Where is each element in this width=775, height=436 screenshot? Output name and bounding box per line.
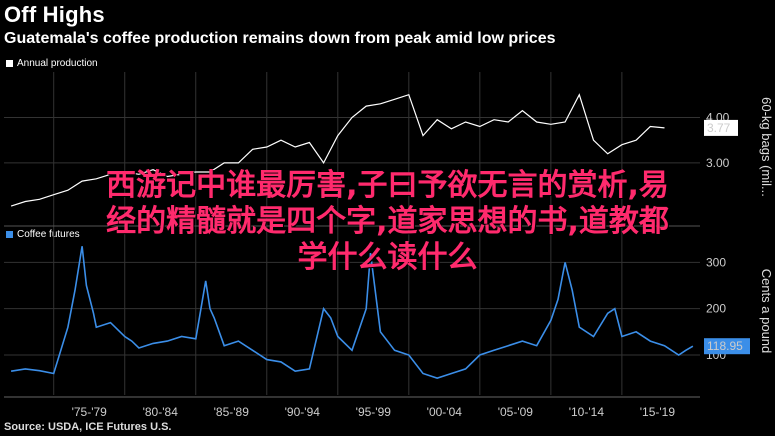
futures-last-value-label: 118.95 — [707, 339, 743, 353]
overlay-text-line-3: 学什么读什么 — [297, 240, 478, 275]
futures-axis-label: Cents a pound — [759, 269, 774, 354]
x-tick-label: '85-'89 — [214, 405, 250, 419]
source-note: Source: USDA, ICE Futures U.S. — [4, 421, 172, 433]
futures-y-tick-label: 200 — [706, 302, 726, 316]
x-tick-label: '80-'84 — [143, 405, 179, 419]
x-tick-label: '90-'94 — [285, 405, 321, 419]
legend-production: Annual production — [6, 58, 98, 69]
futures-y-tick-label: 300 — [706, 255, 726, 269]
x-tick-label: '15-'19 — [640, 405, 676, 419]
futures-series-line — [10, 246, 694, 379]
x-tick-label: '75-'79 — [72, 405, 108, 419]
production-last-value-label: 3.77 — [707, 121, 731, 135]
legend-futures: Coffee futures — [6, 229, 80, 240]
legend-production-swatch — [6, 60, 13, 67]
legend-futures-swatch — [6, 231, 13, 238]
x-tick-label: '00-'04 — [427, 405, 463, 419]
overlay-text-line-1: 西游记中谁最厉害,子曰予欲无言的赏析,易 — [106, 168, 669, 203]
production-y-tick-label: 3.00 — [706, 156, 730, 170]
chart-subtitle: Guatemala's coffee production remains do… — [4, 30, 556, 47]
production-series-line — [10, 93, 665, 207]
x-tick-label: '10-'14 — [569, 405, 605, 419]
production-last-value-badge — [704, 119, 738, 136]
x-tick-label: '05-'09 — [498, 405, 534, 419]
legend-production-label: Annual production — [17, 58, 98, 69]
futures-last-value-badge — [704, 338, 750, 355]
overlay-text-line-2: 经的精髓就是四个字,道家思想的书,道教都 — [106, 204, 669, 239]
x-tick-label: '95-'99 — [356, 405, 392, 419]
production-axis-label: 60-kg bags (mil... — [759, 97, 774, 197]
chart-title: Off Highs — [4, 2, 105, 27]
legend-futures-label: Coffee futures — [17, 229, 80, 240]
